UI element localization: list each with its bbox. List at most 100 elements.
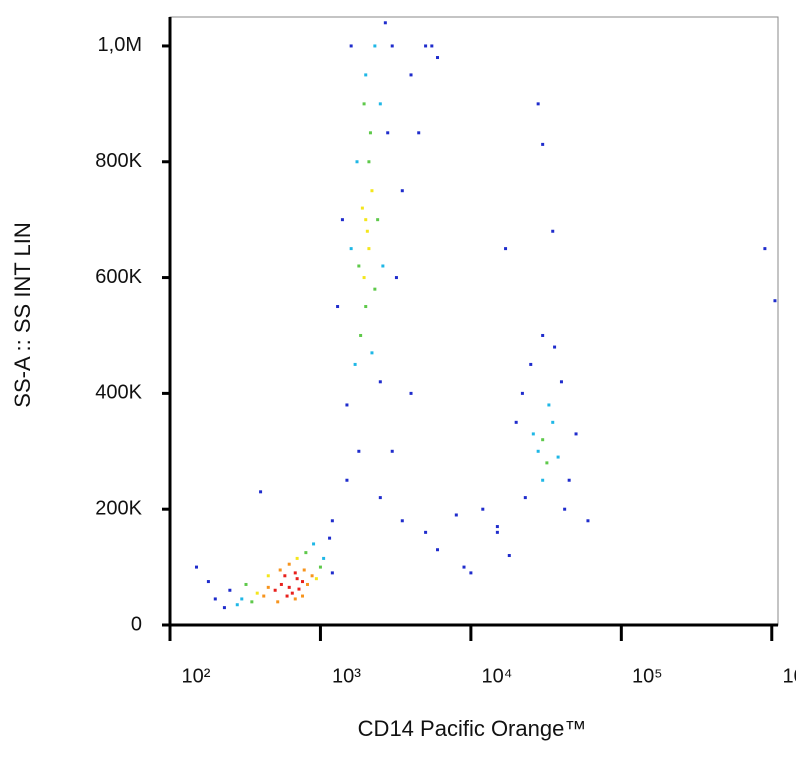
event-dot <box>365 229 369 233</box>
event-dot <box>266 574 270 578</box>
event-dot <box>454 513 458 517</box>
event-dot <box>541 333 545 337</box>
event-dot <box>297 587 301 591</box>
event-dot <box>553 345 557 349</box>
event-dot <box>235 603 239 607</box>
event-dot <box>312 542 316 546</box>
y-tick-label: 0 <box>131 613 142 635</box>
event-dot <box>295 577 299 581</box>
event-dot <box>328 536 332 540</box>
event-dot <box>322 556 326 560</box>
event-dot <box>349 247 353 251</box>
event-dot <box>364 218 368 222</box>
event-dot <box>357 449 361 453</box>
y-axis-title: SS-A :: SS INT LIN <box>10 222 35 407</box>
event-dot <box>262 594 266 598</box>
event-dot <box>495 525 499 529</box>
event-dot <box>383 21 387 25</box>
event-dot <box>551 229 555 233</box>
event-dot <box>250 600 254 604</box>
event-dot <box>330 519 334 523</box>
event-dot <box>551 420 555 424</box>
event-dot <box>283 574 287 578</box>
event-dot <box>345 478 349 482</box>
event-dot <box>409 391 413 395</box>
event-dot <box>541 438 545 442</box>
y-tick-label: 600K <box>95 266 142 288</box>
event-dot <box>345 403 349 407</box>
event-dot <box>364 305 368 309</box>
event-dot <box>353 362 357 366</box>
event-dot <box>373 44 377 48</box>
event-dot <box>424 44 428 48</box>
x-tick-label: 10² <box>182 665 211 687</box>
event-dot <box>295 556 299 560</box>
event-dot <box>359 333 363 337</box>
event-dot <box>287 585 291 589</box>
event-dot <box>436 548 440 552</box>
y-tick-label: 1,0M <box>98 34 142 56</box>
event-dot <box>304 551 308 555</box>
event-dot <box>773 299 777 303</box>
event-dot <box>213 597 217 601</box>
event-dot <box>481 507 485 511</box>
event-dot <box>417 131 421 135</box>
x-tick-label: 10⁶ <box>783 665 796 687</box>
event-dot <box>541 478 545 482</box>
event-dot <box>301 594 305 598</box>
event-dot <box>287 562 291 566</box>
event-dot <box>228 588 232 592</box>
event-dot <box>279 582 283 586</box>
event-dot <box>763 247 767 251</box>
event-dot <box>574 432 578 436</box>
event-dot <box>340 218 344 222</box>
y-tick-label: 400K <box>95 382 142 404</box>
event-dot <box>310 574 314 578</box>
event-dot <box>360 206 364 210</box>
event-dot <box>290 591 294 595</box>
x-tick-label: 10⁵ <box>632 665 663 687</box>
event-dot <box>523 496 527 500</box>
y-tick-label: 800K <box>95 150 142 172</box>
event-dot <box>259 490 263 494</box>
event-dot <box>301 580 305 584</box>
event-dot <box>541 142 545 146</box>
event-dot <box>194 565 198 569</box>
event-dot <box>507 554 511 558</box>
event-dot <box>386 131 390 135</box>
event-dot <box>378 102 382 106</box>
event-dot <box>520 391 524 395</box>
event-dot <box>278 568 282 572</box>
event-dot <box>462 565 466 569</box>
event-dot <box>255 591 259 595</box>
event-dot <box>314 577 318 581</box>
event-dot <box>563 507 567 511</box>
event-dot <box>586 519 590 523</box>
event-dot <box>349 44 353 48</box>
event-dot <box>305 582 309 586</box>
event-dot <box>367 160 371 164</box>
event-dot <box>424 530 428 534</box>
event-dot <box>293 597 297 601</box>
event-dot <box>244 582 248 586</box>
event-dot <box>336 305 340 309</box>
event-dot <box>531 432 535 436</box>
event-dot <box>400 189 404 193</box>
event-dot <box>430 44 434 48</box>
event-dot <box>390 449 394 453</box>
x-tick-label: 10⁴ <box>481 665 512 687</box>
event-dot <box>357 264 361 268</box>
event-dot <box>266 585 270 589</box>
event-dot <box>364 73 368 77</box>
event-dot <box>370 189 374 193</box>
y-tick-label: 200K <box>95 497 142 519</box>
event-dot <box>545 461 549 465</box>
event-dot <box>318 565 322 569</box>
event-dot <box>514 420 518 424</box>
event-dot <box>556 455 560 459</box>
event-dot <box>373 287 377 291</box>
x-axis-title: CD14 Pacific Orange™ <box>358 716 587 741</box>
event-dot <box>495 530 499 534</box>
event-dot <box>240 597 244 601</box>
